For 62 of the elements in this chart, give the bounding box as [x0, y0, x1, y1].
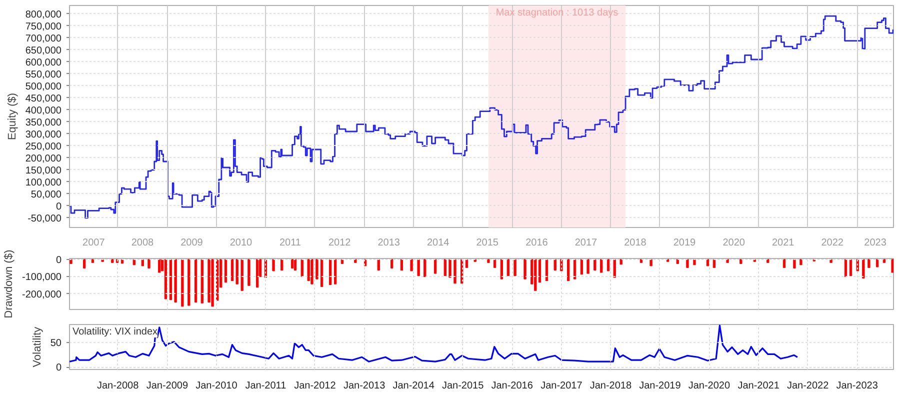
line-series [70, 324, 798, 362]
y-axis-title: Drawdown ($) [3, 250, 16, 318]
y-tick-label: 800,000 [25, 9, 62, 20]
y-tick-label: -200,000 [22, 289, 62, 300]
x-tick-label: 2019 [673, 238, 696, 248]
x-tick-label: Jan-2009 [146, 380, 188, 392]
y-tick-label: 750,000 [25, 21, 62, 32]
band-label: Max stagnation : 1013 days [496, 8, 618, 18]
x-tick-label: Jan-2016 [491, 380, 534, 392]
y-tick-label: 500,000 [25, 81, 62, 92]
x-tick-label: 2007 [82, 238, 106, 248]
x-tick-label: Jan-2023 [836, 380, 878, 392]
x-tick-label: 2018 [624, 238, 647, 248]
x-tick-label: 2020 [722, 238, 746, 248]
x-tick-label: 2022 [821, 238, 844, 248]
y-axis-title: Equity ($) [6, 92, 18, 140]
y-tick-label: 600,000 [25, 57, 62, 68]
y-axis-title: Volatility [31, 326, 44, 368]
y-tick-label: 450,000 [25, 93, 62, 104]
x-tick-label: Jan-2012 [294, 380, 336, 392]
y-tick-label: 700,000 [25, 33, 62, 44]
x-tick-label: 2014 [427, 238, 450, 248]
x-tick-label: 2017 [574, 238, 598, 248]
x-tick-label: 2011 [279, 238, 302, 248]
x-tick-label: 2015 [476, 238, 499, 248]
y-tick-label: 0 [56, 362, 62, 374]
y-tick-label: 200,000 [25, 153, 62, 164]
x-tick-label: Jan-2013 [343, 380, 386, 392]
x-tick-label: 2009 [180, 238, 204, 248]
x-tick-label: 2012 [328, 238, 352, 248]
x-tick-label: Jan-2020 [688, 380, 730, 392]
x-tick-label: 2016 [526, 238, 548, 248]
y-tick-label: 300,000 [25, 129, 62, 140]
x-tick-label: Jan-2010 [196, 380, 238, 392]
x-tick-label: Jan-2018 [590, 380, 632, 392]
x-tick-label: Jan-2021 [738, 380, 780, 392]
x-tick-label: 2008 [131, 238, 154, 248]
y-tick-label: 250,000 [25, 141, 62, 152]
x-tick-label: Jan-2014 [392, 380, 435, 392]
y-tick-label: 350,000 [25, 117, 62, 128]
x-tick-label: Jan-2019 [639, 380, 682, 392]
x-tick-label: 2010 [230, 238, 253, 248]
y-tick-label: 50,000 [30, 189, 62, 200]
y-tick-label: 650,000 [25, 45, 62, 56]
y-tick-label: 0 [56, 254, 62, 266]
x-tick-label: Jan-2017 [540, 380, 583, 392]
y-tick-label: -50,000 [28, 213, 62, 224]
y-tick-label: 0 [56, 201, 62, 212]
x-tick-label: 2023 [864, 238, 887, 248]
x-tick-label: Jan-2015 [442, 380, 484, 392]
x-tick-label: Jan-2022 [786, 380, 830, 392]
y-tick-label: 150,000 [25, 165, 62, 176]
x-tick-label: 2021 [772, 238, 795, 248]
annotation: Volatility: VIX index [72, 326, 158, 338]
x-tick-label: 2013 [378, 238, 400, 248]
x-tick-label: Jan-2011 [245, 380, 287, 392]
y-tick-label: 50 [50, 338, 62, 349]
y-tick-label: 550,000 [25, 69, 62, 80]
y-tick-label: -100,000 [22, 272, 62, 284]
y-tick-label: 100,000 [25, 177, 62, 188]
y-tick-label: 400,000 [25, 105, 62, 116]
x-tick-label: Jan-2008 [96, 380, 140, 392]
